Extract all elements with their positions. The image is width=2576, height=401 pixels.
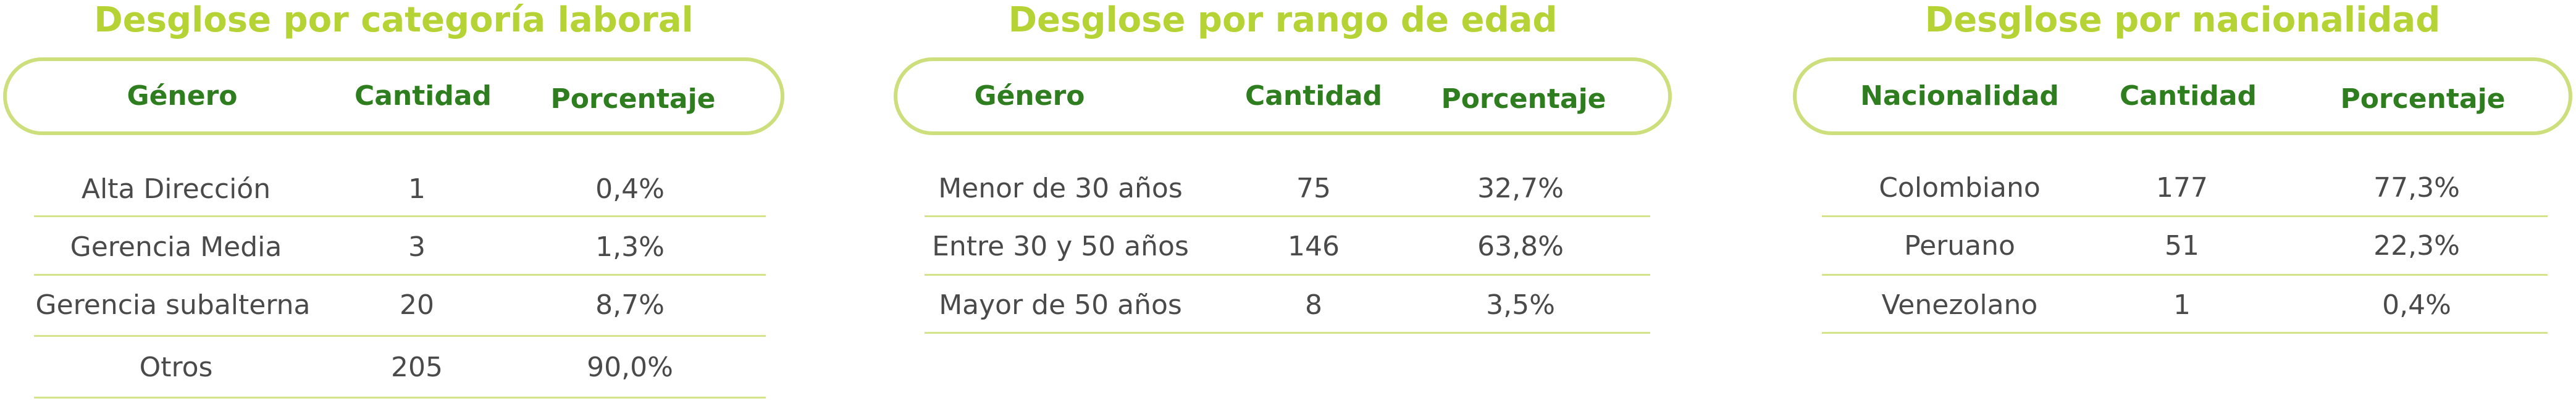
table-title: Desglose por categoría laboral: [94, 0, 694, 40]
row-divider: [925, 332, 1650, 334]
table-cell: 0,4%: [2382, 289, 2451, 321]
table-title: Desglose por nacionalidad: [1924, 0, 2441, 40]
header-cantidad: Cantidad: [1244, 80, 1383, 112]
table-cell: 75: [1296, 173, 1331, 204]
row-divider: [34, 215, 766, 217]
table-cell: Alta Dirección: [81, 173, 271, 205]
table-categoria-laboral: Desglose por categoría laboral Género Ca…: [3, 0, 784, 401]
table-cell: 177: [2156, 172, 2208, 204]
table-cell: Otros: [139, 352, 213, 383]
table-cell: Menor de 30 años: [938, 173, 1183, 204]
header-nacionalidad: Nacionalidad: [1860, 80, 2059, 112]
row-divider: [34, 335, 766, 337]
table-cell: Gerencia subalterna: [35, 289, 311, 321]
table-cell: 77,3%: [2373, 172, 2460, 204]
table-cell: 1: [408, 173, 426, 205]
table-cell: Mayor de 50 años: [939, 289, 1182, 321]
table-cell: 8: [1305, 289, 1322, 321]
table-header-pill: [1793, 57, 2572, 135]
table-title: Desglose por rango de edad: [1008, 0, 1558, 40]
table-cell: 1,3%: [595, 231, 665, 263]
table-cell: Entre 30 y 50 años: [932, 231, 1189, 262]
table-header-pill: [894, 57, 1672, 135]
table-cell: 3: [408, 231, 426, 263]
table-nacionalidad: Desglose por nacionalidad Nacionalidad C…: [1793, 0, 2572, 401]
table-cell: Venezolano: [1881, 289, 2038, 321]
row-divider: [34, 397, 766, 399]
table-cell: 205: [391, 352, 443, 383]
table-header-pill: [3, 57, 784, 135]
table-cell: Colombiano: [1879, 172, 2041, 204]
table-cell: 1: [2173, 289, 2191, 321]
header-porcentaje: Porcentaje: [550, 83, 716, 115]
table-cell: 8,7%: [595, 289, 665, 321]
table-cell: 51: [2165, 230, 2199, 262]
table-cell: 32,7%: [1477, 173, 1564, 204]
header-genero: Género: [127, 80, 238, 112]
row-divider: [925, 215, 1650, 217]
row-divider: [1822, 332, 2548, 334]
header-porcentaje: Porcentaje: [1441, 83, 1606, 115]
table-cell: 3,5%: [1486, 289, 1555, 321]
table-rango-edad: Desglose por rango de edad Género Cantid…: [894, 0, 1672, 401]
table-cell: Peruano: [1904, 230, 2015, 262]
table-cell: 0,4%: [595, 173, 665, 205]
table-cell: 20: [400, 289, 434, 321]
header-cantidad: Cantidad: [2119, 80, 2257, 112]
table-cell: 22,3%: [2373, 230, 2460, 262]
row-divider: [925, 274, 1650, 276]
table-cell: Gerencia Media: [70, 231, 282, 263]
row-divider: [1822, 274, 2548, 276]
header-genero: Género: [974, 80, 1085, 112]
header-cantidad: Cantidad: [354, 80, 492, 112]
row-divider: [1822, 215, 2548, 217]
row-divider: [34, 274, 766, 276]
table-cell: 63,8%: [1477, 231, 1564, 262]
table-cell: 90,0%: [587, 352, 673, 383]
header-porcentaje: Porcentaje: [2340, 83, 2506, 115]
table-cell: 146: [1288, 231, 1340, 262]
